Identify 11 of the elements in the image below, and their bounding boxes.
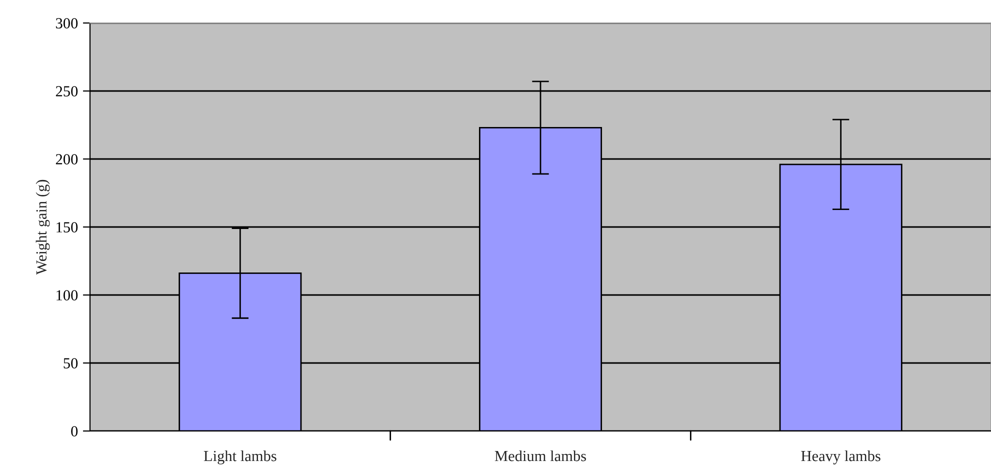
y-axis-title: Weight gain (g) xyxy=(36,180,50,275)
y-tick-label: 250 xyxy=(56,86,78,96)
y-tick-label: 200 xyxy=(56,154,78,164)
x-tick-label: Light lambs xyxy=(204,450,276,464)
y-tick-label: 100 xyxy=(56,290,78,300)
y-tick-label: 0 xyxy=(71,426,78,436)
y-tick-label: 50 xyxy=(64,358,78,368)
x-tick-label: Medium lambs xyxy=(494,450,586,462)
x-tick-label: Heavy lambs xyxy=(801,450,880,464)
y-tick-label: 150 xyxy=(56,222,78,232)
y-tick-label: 300 xyxy=(56,18,78,28)
